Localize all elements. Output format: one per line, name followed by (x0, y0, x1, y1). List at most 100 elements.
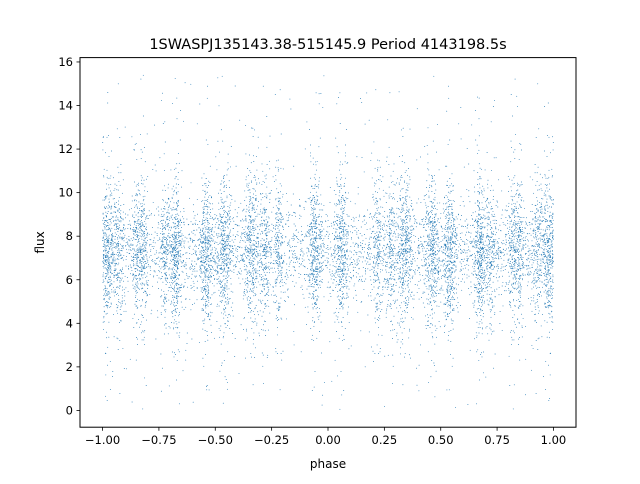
data-point (277, 216, 279, 218)
data-point (116, 243, 118, 245)
data-point (140, 262, 142, 264)
data-point (508, 250, 510, 252)
data-point (322, 209, 324, 211)
data-point (519, 269, 521, 271)
data-point (394, 248, 396, 250)
data-point (185, 298, 187, 300)
data-point (171, 196, 173, 198)
data-point (496, 241, 498, 243)
data-point (127, 241, 128, 243)
data-point (494, 312, 496, 314)
data-point (439, 202, 441, 204)
data-point (538, 245, 540, 247)
data-point (462, 251, 464, 253)
data-point (108, 242, 110, 244)
data-point (341, 250, 343, 252)
data-point (428, 223, 430, 225)
data-point (333, 190, 335, 191)
data-point (547, 263, 549, 265)
data-point (286, 269, 288, 271)
data-point (119, 393, 121, 395)
data-point (385, 271, 387, 273)
data-point (552, 274, 554, 276)
data-point (428, 262, 429, 264)
data-point (457, 250, 459, 252)
data-point (497, 246, 499, 248)
data-point (189, 233, 190, 235)
data-point (163, 246, 165, 248)
data-point (133, 231, 135, 233)
data-point (166, 239, 168, 241)
data-point (117, 227, 119, 229)
data-point (106, 136, 108, 138)
data-point (323, 268, 324, 270)
data-point (491, 302, 492, 304)
data-point (454, 243, 456, 245)
data-point (147, 261, 149, 263)
data-point (537, 292, 539, 294)
data-point (176, 294, 178, 296)
data-point (214, 226, 216, 228)
data-point (458, 223, 460, 225)
data-point (168, 206, 170, 208)
data-point (547, 220, 549, 222)
data-point (539, 216, 541, 218)
data-point (205, 268, 207, 270)
data-point (327, 247, 329, 248)
data-point (531, 288, 533, 290)
data-point (533, 192, 535, 194)
data-point (188, 234, 190, 236)
data-point (142, 216, 144, 217)
data-point (469, 255, 471, 257)
data-point (383, 261, 384, 263)
data-point (136, 236, 138, 237)
data-point (154, 259, 156, 261)
data-point (177, 206, 178, 208)
data-point (506, 265, 508, 267)
data-point (119, 137, 121, 139)
data-point (164, 246, 166, 248)
data-point (170, 226, 172, 228)
data-point (166, 300, 168, 302)
data-point (541, 189, 543, 191)
data-point (533, 245, 535, 247)
data-point (209, 227, 211, 229)
data-point (466, 239, 467, 241)
data-point (139, 210, 141, 211)
data-point (482, 270, 484, 272)
data-point (517, 216, 519, 218)
data-point (386, 253, 388, 255)
data-point (389, 242, 391, 244)
data-point (540, 202, 542, 204)
data-point (493, 254, 495, 256)
data-point (503, 242, 505, 244)
data-point (134, 303, 136, 305)
data-point (209, 212, 211, 213)
data-point (378, 258, 380, 260)
data-point (240, 236, 242, 238)
data-point (205, 234, 206, 236)
data-point (397, 268, 399, 269)
data-point (259, 310, 261, 312)
data-point (312, 157, 314, 159)
data-point (106, 331, 108, 333)
data-point (518, 195, 520, 197)
data-point (346, 294, 348, 296)
data-point (382, 238, 384, 240)
data-point (468, 275, 470, 277)
data-point (278, 229, 280, 231)
data-point (251, 206, 253, 208)
data-point (308, 258, 310, 260)
data-point (418, 247, 420, 249)
data-point (488, 212, 490, 214)
data-point (450, 286, 452, 288)
data-point (521, 223, 523, 225)
data-point (377, 287, 379, 289)
data-point (510, 229, 512, 231)
data-point (538, 337, 540, 339)
data-point (531, 224, 533, 225)
data-point (151, 233, 153, 235)
data-point (471, 215, 473, 217)
data-point (103, 260, 105, 262)
data-point (123, 225, 125, 226)
